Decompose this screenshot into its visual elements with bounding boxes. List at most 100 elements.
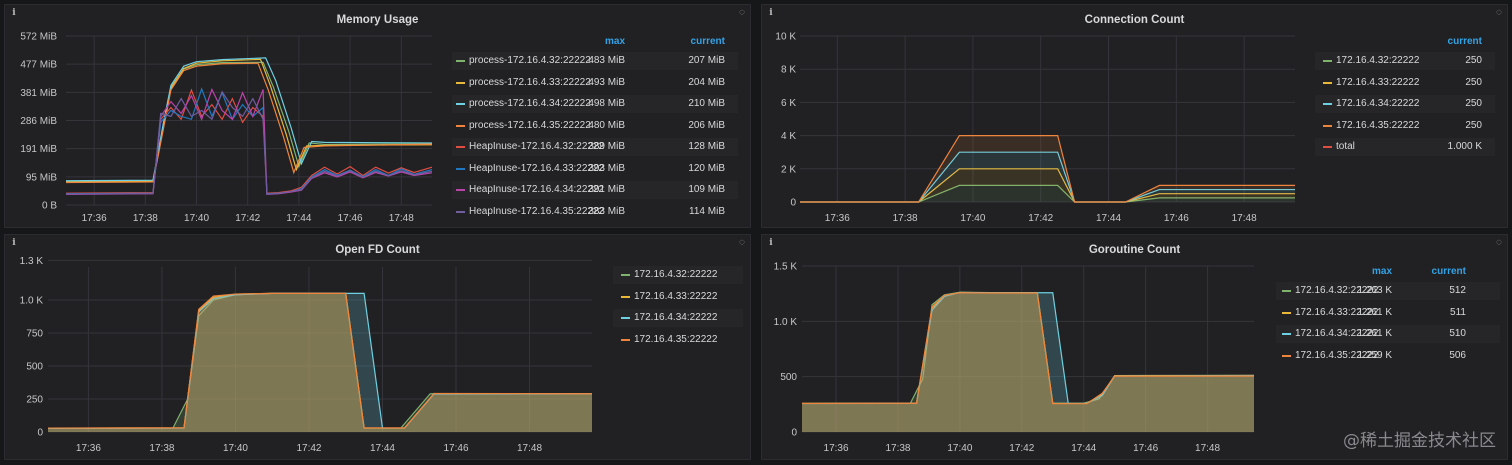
x-tick-label: 17:36 xyxy=(82,213,107,224)
legend-item[interactable]: HeapInuse-172.16.4.33:22222 393 MiB 120 Mi… xyxy=(452,160,738,178)
legend-current-value: 512 xyxy=(1449,285,1466,296)
legend-item[interactable]: process-172.16.4.32:22222 483 MiB 207 MiB xyxy=(452,52,738,70)
legend-current-value: 510 xyxy=(1449,328,1466,339)
x-tick-label: 17:44 xyxy=(1096,213,1121,224)
series-area xyxy=(802,292,1254,432)
loading-spinner-icon: ◌ xyxy=(739,237,745,248)
series-area xyxy=(48,293,592,432)
panel-connection-count[interactable]: i Connection Count ◌ 0 2 K 4 K 6 K 8 K 10 K 17… xyxy=(761,4,1508,228)
legend-item[interactable]: 172.16.4.32:22222 1.263 K 512 xyxy=(1276,282,1500,300)
legend-swatch xyxy=(456,189,465,191)
y-tick-label: 1.0 K xyxy=(20,296,44,307)
legend-header-max[interactable]: max xyxy=(604,36,625,47)
legend-item[interactable]: 172.16.4.32:22222 250 xyxy=(1315,52,1495,70)
series-line xyxy=(800,151,1295,203)
x-tick-label: 17:44 xyxy=(370,443,395,454)
x-tick-label: 17:40 xyxy=(184,213,209,224)
legend-item[interactable]: 172.16.4.35:22222 250 xyxy=(1315,117,1495,135)
info-icon[interactable]: i xyxy=(769,238,773,248)
legend-current-value: 250 xyxy=(1465,76,1482,88)
legend-item[interactable]: 172.16.4.34:22222 1.261 K 510 xyxy=(1276,325,1500,343)
legend-swatch xyxy=(456,146,465,148)
legend-item[interactable]: 172.16.4.35:22222 1.259 K 506 xyxy=(1276,347,1500,365)
legend-header-current[interactable]: current xyxy=(1447,36,1482,47)
y-tick-label: 8 K xyxy=(781,65,796,76)
y-tick-label: 0 xyxy=(791,428,797,439)
x-tick-label: 17:38 xyxy=(133,213,158,224)
x-tick-label: 17:42 xyxy=(1009,443,1034,454)
legend-header-current[interactable]: current xyxy=(1431,266,1466,277)
legend-item[interactable]: 172.16.4.33:22222 250 xyxy=(1315,74,1495,92)
legend-max-value: 493 MiB xyxy=(588,76,625,88)
chart-connection-count: 0 2 K 4 K 6 K 8 K 10 K 17:36 17:38 17:40 17:42 17:… xyxy=(775,32,1295,224)
loading-spinner-icon: ◌ xyxy=(1496,237,1502,248)
chart-memory-usage: 0 B 95 MiB 191 MiB 286 MiB 381 MiB 477 MiB 572… xyxy=(20,32,433,224)
legend-item[interactable]: process-172.16.4.33:22222 493 MiB 204 MiB xyxy=(452,74,738,92)
legend-current-value: 250 xyxy=(1465,119,1482,131)
legend-item[interactable]: 172.16.4.34:22222 250 xyxy=(1315,95,1495,113)
y-tick-label: 750 xyxy=(26,329,43,340)
legend-swatch xyxy=(1323,124,1332,127)
panel-title[interactable]: Connection Count xyxy=(1084,14,1185,26)
legend-current-value: 210 MiB xyxy=(688,98,725,109)
panel-memory-usage[interactable]: i Memory Usage ◌ 0 B 95 MiB 191 MiB 286 MiB… xyxy=(4,4,751,228)
info-icon[interactable]: i xyxy=(12,238,16,248)
panel-title[interactable]: Open FD Count xyxy=(335,244,420,256)
legend-item[interactable]: 172.16.4.35:22222 xyxy=(613,331,743,349)
legend-swatch xyxy=(1323,81,1332,84)
legend-series-name: 172.16.4.32:22222 xyxy=(1295,285,1379,296)
y-tick-label: 0 B xyxy=(42,201,57,212)
panel-open-fd-count[interactable]: i Open FD Count ◌ 0 250 500 750 1.0 K 1.3 K 17… xyxy=(4,234,751,460)
legend-item[interactable]: total 1.000 K xyxy=(1315,138,1495,156)
series-line xyxy=(800,135,1295,203)
y-tick-label: 572 MiB xyxy=(20,32,57,43)
legend-current-value: 250 xyxy=(1465,55,1482,66)
x-tick-label: 17:42 xyxy=(1028,213,1053,224)
legend-item[interactable]: HeapInuse-172.16.4.32:22222 389 MiB 128 Mi… xyxy=(452,138,738,156)
y-tick-label: 250 xyxy=(26,395,43,406)
legend: max current 172.16.4.32:22222 1.263 K 512 172… xyxy=(1276,265,1500,385)
legend-item[interactable]: 172.16.4.33:22222 xyxy=(613,288,743,306)
legend-item[interactable]: HeapInuse-172.16.4.34:22222 391 MiB 109 Mi… xyxy=(452,181,738,199)
series-line xyxy=(65,62,433,184)
legend-swatch xyxy=(621,295,630,298)
legend-max-value: 483 MiB xyxy=(588,55,625,66)
legend-item[interactable]: HeapInuse-172.16.4.35:22222 383 MiB 114 Mi… xyxy=(452,203,738,221)
legend-series-name: 172.16.4.33:22222 xyxy=(1295,306,1379,318)
x-tick-label: 17:36 xyxy=(825,213,850,224)
panel-title[interactable]: Goroutine Count xyxy=(1088,244,1181,256)
x-tick-label: 17:42 xyxy=(235,213,260,224)
legend-series-name: total xyxy=(1336,141,1355,152)
loading-spinner-icon: ◌ xyxy=(1496,7,1502,18)
legend-item[interactable]: 172.16.4.34:22222 xyxy=(613,309,743,327)
legend-item[interactable]: process-172.16.4.34:22222 498 MiB 210 MiB xyxy=(452,95,738,113)
legend-swatch xyxy=(456,103,465,105)
x-tick-label: 17:42 xyxy=(296,443,321,454)
info-icon[interactable]: i xyxy=(769,8,773,18)
legend-header-max[interactable]: max xyxy=(1371,266,1392,277)
y-tick-label: 4 K xyxy=(781,131,796,142)
series-line xyxy=(800,168,1295,203)
legend-item[interactable]: process-172.16.4.35:22222 480 MiB 206 MiB xyxy=(452,117,738,135)
y-tick-label: 2 K xyxy=(781,164,796,175)
legend-header-current[interactable]: current xyxy=(690,36,725,47)
legend-series-name: process-172.16.4.34:22222 xyxy=(469,98,591,109)
legend-swatch xyxy=(1282,333,1291,335)
panel-goroutine-count[interactable]: i Goroutine Count ◌ 0 500 1.0 K 1.5 K 17:36 1… xyxy=(761,234,1508,460)
legend-swatch xyxy=(621,274,630,276)
y-tick-label: 0 xyxy=(37,428,43,439)
legend-max-value: 391 MiB xyxy=(588,184,625,195)
x-tick-label: 17:40 xyxy=(223,443,248,454)
legend-item[interactable]: 172.16.4.32:22222 xyxy=(613,266,743,284)
y-tick-label: 191 MiB xyxy=(20,144,57,155)
x-tick-label: 17:46 xyxy=(1164,213,1189,224)
legend-series-name: 172.16.4.35:22222 xyxy=(634,333,718,345)
legend-series-name: process-172.16.4.32:22222 xyxy=(469,55,591,66)
x-tick-label: 17:46 xyxy=(338,213,363,224)
info-icon[interactable]: i xyxy=(12,8,16,18)
chart-goroutine-count: 0 500 1.0 K 1.5 K 17:36 17:38 17:40 17:42 17:44 1… xyxy=(774,262,1255,454)
panel-title[interactable]: Memory Usage xyxy=(336,14,419,26)
legend-item[interactable]: 172.16.4.33:22222 1.261 K 511 xyxy=(1276,304,1500,322)
x-tick-label: 17:36 xyxy=(76,443,101,454)
legend-swatch xyxy=(456,81,465,84)
